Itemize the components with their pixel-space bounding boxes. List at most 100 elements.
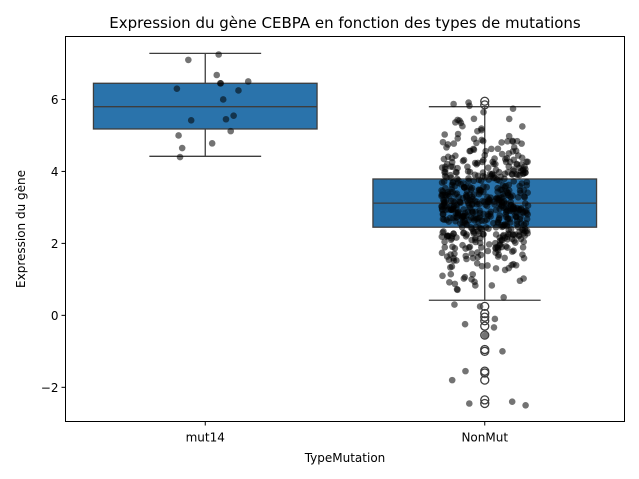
data-point <box>509 105 517 113</box>
data-point <box>495 216 503 224</box>
x-tick-label: mut14 <box>186 431 225 445</box>
data-point <box>440 216 448 224</box>
data-point <box>494 184 501 192</box>
data-point <box>508 248 516 255</box>
data-point <box>498 150 506 158</box>
data-point <box>491 315 499 323</box>
y-axis: −2 0 2 4 6 <box>41 93 66 395</box>
data-point <box>451 280 459 288</box>
data-point <box>185 56 192 64</box>
outlier-point <box>480 96 490 106</box>
data-point <box>492 224 500 231</box>
data-point <box>471 159 479 167</box>
data-point <box>468 201 476 209</box>
data-point <box>506 215 513 223</box>
data-point <box>446 214 454 222</box>
data-point <box>472 234 479 242</box>
x-tick-label: NonMut <box>461 431 508 445</box>
y-tick-label: −2 <box>41 381 59 395</box>
data-point <box>447 270 455 278</box>
data-point <box>502 155 509 163</box>
data-point <box>479 158 486 166</box>
data-point <box>175 132 182 139</box>
data-point <box>516 277 524 285</box>
data-point <box>438 233 446 241</box>
data-point <box>475 214 483 222</box>
data-point <box>500 294 507 301</box>
data-point <box>450 230 457 238</box>
data-point <box>509 192 516 199</box>
data-point <box>494 145 502 153</box>
data-point <box>451 250 458 258</box>
data-point <box>501 175 508 183</box>
data-point <box>479 169 487 176</box>
data-point <box>446 278 453 286</box>
data-point <box>498 139 505 146</box>
data-point <box>488 282 496 289</box>
data-point <box>490 160 497 168</box>
data-point <box>469 209 477 216</box>
outlier-point <box>480 321 490 331</box>
data-point <box>447 264 454 271</box>
data-point <box>466 102 473 110</box>
data-point <box>504 168 512 176</box>
data-point <box>450 197 457 205</box>
data-point <box>441 244 449 251</box>
data-point <box>492 265 500 272</box>
outlier-point <box>480 100 490 110</box>
data-point <box>440 228 447 235</box>
data-point <box>501 184 508 191</box>
data-point <box>505 132 513 140</box>
data-point <box>442 184 449 192</box>
data-point <box>486 197 494 204</box>
data-point <box>465 216 473 224</box>
data-point <box>504 207 511 214</box>
outlier-point <box>480 312 490 322</box>
data-point <box>499 348 506 355</box>
data-point <box>462 367 469 375</box>
data-point <box>520 254 528 262</box>
data-point <box>460 212 467 220</box>
data-point <box>491 172 498 179</box>
data-point <box>450 140 458 147</box>
data-point <box>510 177 518 185</box>
x-axis: mut14 NonMut <box>186 421 508 445</box>
outlier-point <box>480 330 490 340</box>
data-point <box>480 188 487 196</box>
data-point <box>515 205 523 213</box>
data-point <box>513 161 521 168</box>
data-point <box>466 168 474 176</box>
outlier-point <box>480 398 490 409</box>
data-point <box>454 130 462 138</box>
data-point <box>490 324 498 331</box>
data-point <box>176 153 184 161</box>
data-point <box>480 198 488 206</box>
data-point <box>481 331 489 339</box>
data-point <box>187 117 195 124</box>
data-point <box>508 261 515 269</box>
data-point <box>469 271 477 278</box>
data-point <box>235 87 242 94</box>
data-point <box>510 203 517 210</box>
y-tick-label: 2 <box>51 237 59 251</box>
data-point <box>463 187 471 195</box>
data-point <box>173 85 181 92</box>
data-point <box>522 169 529 176</box>
data-point <box>502 243 510 250</box>
data-point <box>452 168 460 176</box>
data-point <box>216 79 224 87</box>
data-point <box>447 236 455 244</box>
data-point <box>523 182 531 189</box>
data-point <box>510 237 518 244</box>
data-point <box>509 166 517 173</box>
data-point <box>474 249 481 256</box>
data-point <box>501 234 509 242</box>
data-point <box>455 193 462 201</box>
data-point <box>465 175 472 182</box>
data-point <box>448 376 456 384</box>
data-point <box>474 172 482 180</box>
data-point <box>441 238 448 246</box>
data-point <box>454 286 461 294</box>
